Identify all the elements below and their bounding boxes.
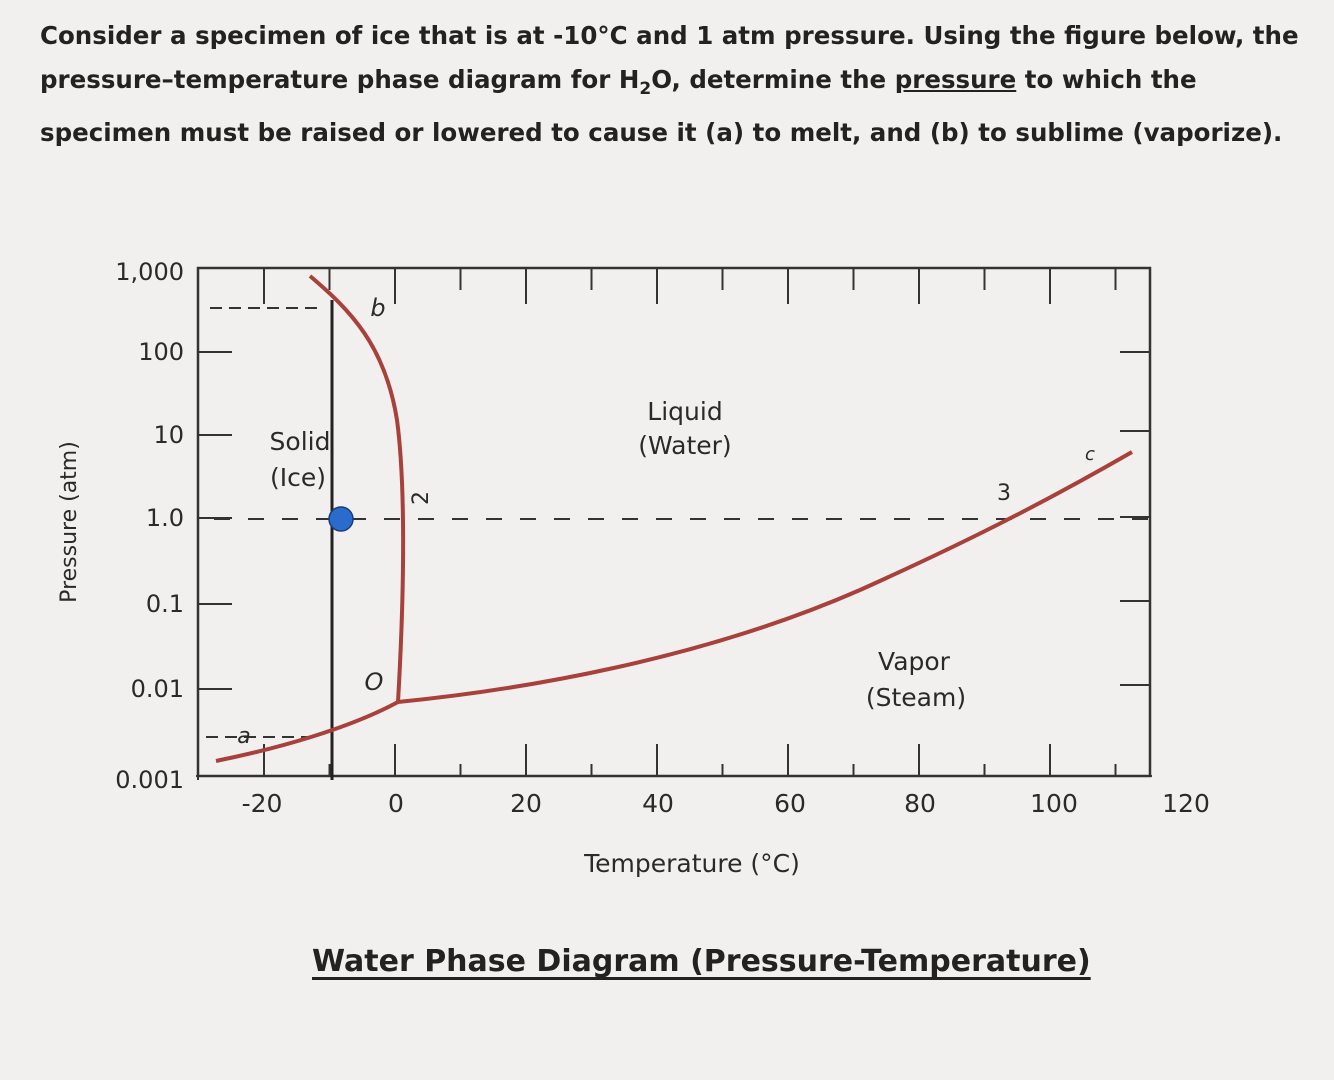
y-tick-label: 0.01	[131, 675, 184, 703]
x-tick-label: 60	[774, 789, 806, 818]
melting-curve	[308, 274, 406, 703]
y-tick-label: 1.0	[146, 504, 184, 532]
point-label-b: b	[370, 294, 385, 322]
vaporization-curve	[397, 450, 1133, 704]
x-tick-labels: -20 0 20 40 60 80 100 120	[242, 789, 1210, 818]
region-liquid-sublabel: (Water)	[638, 431, 731, 460]
y-tick-label: 10	[153, 421, 184, 449]
region-liquid-label: Liquid	[647, 397, 722, 426]
specimen-point	[328, 506, 354, 532]
region-solid-sublabel: (Ice)	[270, 463, 326, 492]
x-tick-label: 20	[510, 789, 542, 818]
sublimation-curve	[215, 700, 399, 763]
region-vapor-label: Vapor	[878, 647, 951, 676]
point-label-o: O	[365, 668, 384, 696]
x-tick-marks	[263, 268, 1117, 776]
point-label-3: 3	[997, 481, 1011, 506]
x-tick-label: 120	[1162, 789, 1210, 818]
y-tick-marks	[198, 351, 232, 690]
y-tick-label: 100	[138, 338, 184, 366]
point-label-a: a	[237, 724, 250, 749]
right-tick-marks	[1120, 351, 1150, 686]
question-text: Consider a specimen of ice that is at -1…	[40, 21, 1299, 147]
point-label-c: c	[1085, 444, 1095, 465]
y-tick-label: 0.001	[115, 766, 184, 794]
y-tick-labels: 1,000 100 10 1.0 0.1 0.01 0.001	[115, 258, 184, 794]
figure-caption: Water Phase Diagram (Pressure-Temperatur…	[312, 944, 1091, 979]
x-tick-label: 100	[1030, 789, 1078, 818]
y-tick-label: 0.1	[146, 590, 184, 618]
x-axis-label: Temperature (°C)	[583, 849, 800, 878]
point-label-2: 2	[409, 491, 434, 505]
y-axis-label: Pressure (atm)	[57, 441, 82, 603]
x-tick-label: 40	[642, 789, 674, 818]
x-tick-label: 0	[388, 789, 404, 818]
region-vapor-sublabel: (Steam)	[866, 683, 966, 712]
y-tick-label: 1,000	[115, 258, 184, 286]
x-tick-label: 80	[904, 789, 936, 818]
region-solid-label: Solid	[270, 427, 331, 456]
x-tick-label: -20	[242, 789, 283, 818]
